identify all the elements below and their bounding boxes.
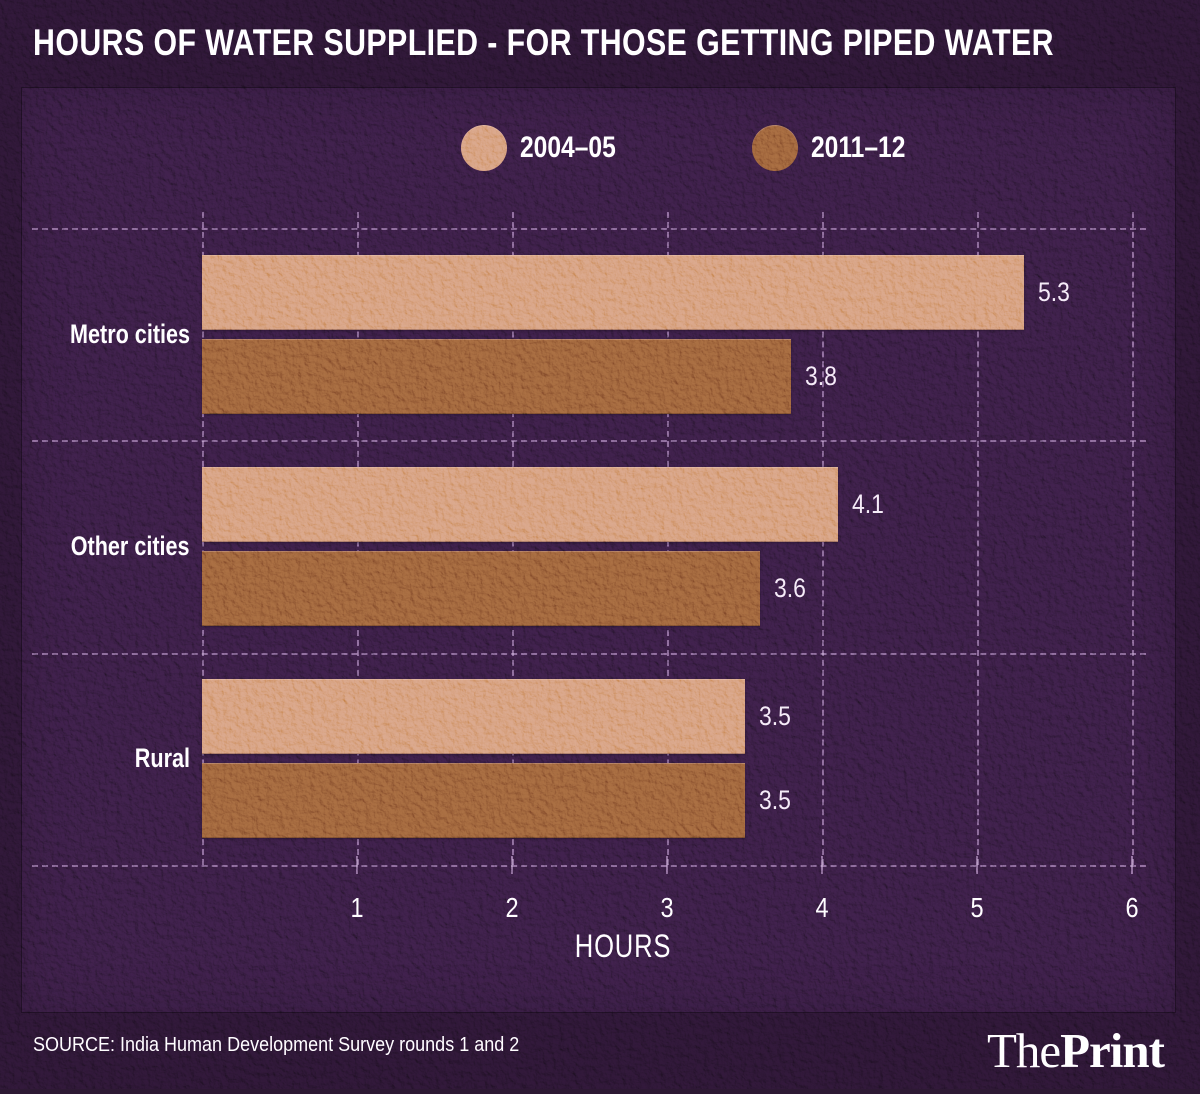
legend-swatch-2004-05-icon [461,125,507,171]
bar-2004-05-other-cities [202,466,838,542]
x-tick-label-2: 2 [505,892,519,923]
x-tick-label-6: 6 [1125,892,1139,923]
bar-2004-05-rural [202,679,745,755]
x-tick-label-5: 5 [970,892,984,923]
bar-value-label: 3.5 [758,701,791,732]
x-axis-title: HOURS [574,928,672,964]
legend-item-2004-05: 2004–05 [461,125,637,171]
logo-the: The [986,1023,1061,1078]
bar-value-label: 3.5 [758,785,791,816]
bar-2004-05-metro-cities [202,254,1024,330]
chart-title: HOURS OF WATER SUPPLIED - FOR THOSE GETT… [33,22,1200,64]
legend-swatch-2011-12-icon [752,125,798,171]
bar-value-label: 3.8 [805,360,837,391]
bar-row-rural: Rural 3.5 3.5 [135,653,1132,865]
bar-2011-12-rural [202,763,745,839]
legend-item-2011-12: 2011–12 [752,125,926,171]
bar-row-other-cities: Other cities 4.1 3.6 [71,440,1132,652]
chart-title-text: HOURS OF WATER SUPPLIED - FOR THOSE GETT… [33,22,1055,63]
legend-label-2011-12: 2011–12 [811,131,906,164]
gridline-6 [1132,212,1134,865]
bar-2011-12-metro-cities [202,338,791,414]
x-tick-label-4: 4 [815,892,829,923]
bar-value-label: 5.3 [1037,276,1070,307]
category-label-metro-cities: Metro cities [69,318,190,349]
row-separator-2 [32,652,1146,655]
row-separator-0 [32,228,1146,230]
x-tick-label-3: 3 [660,892,674,923]
category-label-rural: Rural [134,743,190,774]
row-separator-1 [32,440,1146,443]
category-label-other-cities: Other cities [71,530,190,561]
x-tick-label-1: 1 [350,892,364,923]
bar-value-label: 4.1 [851,488,884,519]
logo-print: Print [1060,1023,1165,1078]
x-axis-baseline [32,865,1146,867]
source-note: SOURCE: India Human Development Survey r… [33,1034,520,1056]
legend-label-2004-05: 2004–05 [520,131,616,164]
bar-row-metro-cities: Metro cities 5.3 3.8 [70,228,1132,440]
bar-2011-12-other-cities [202,550,760,626]
bar-value-label: 3.6 [774,572,806,603]
plot-area: Metro cities 5.3 3.8 Other cities 4.1 3.6 Rura… [70,212,1134,874]
theprint-logo: ThePrint [986,1022,1165,1079]
